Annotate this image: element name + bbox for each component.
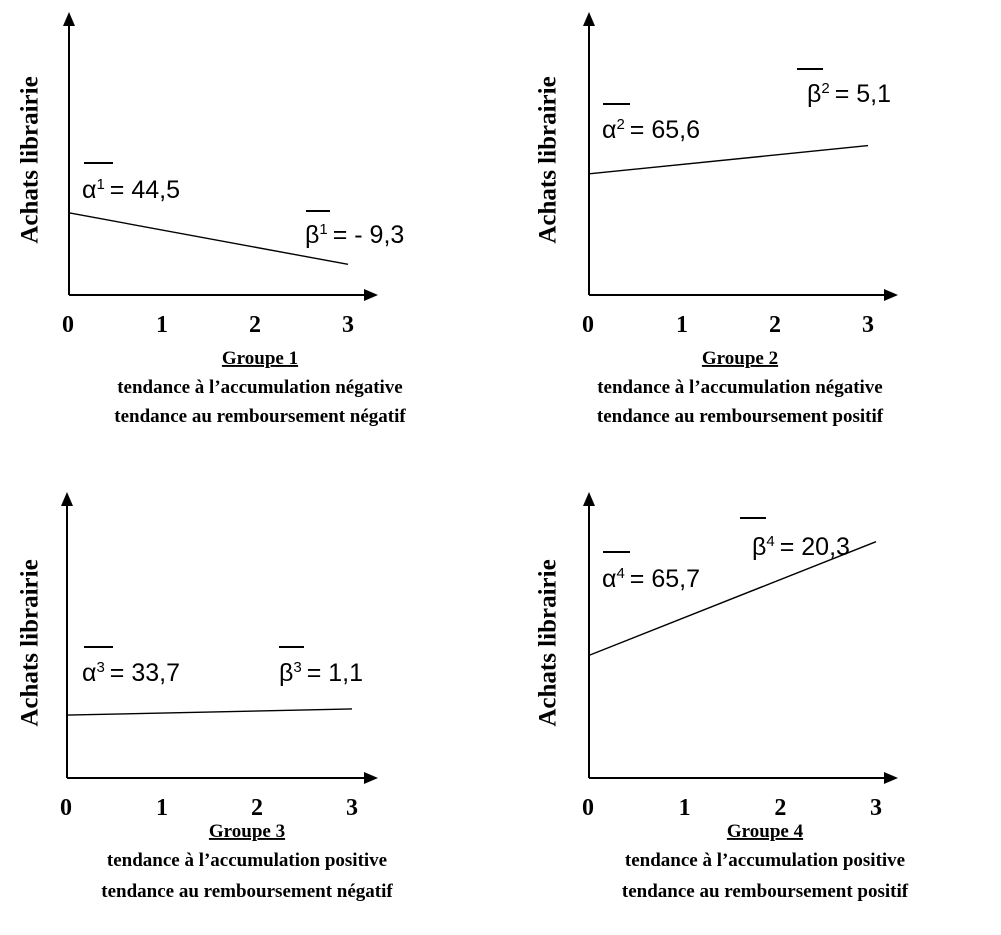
chart-panel-2: Achats librairie 0 1 2 3 α2 = 65,6 β2 = 5,1 Group… — [535, 12, 898, 427]
x-tick-label: 1 — [679, 795, 691, 821]
y-axis-arrow — [61, 492, 73, 506]
x-tick-label: 3 — [870, 795, 882, 821]
series-line — [588, 144, 869, 175]
y-axis-label: Achats librairie — [535, 76, 562, 243]
y-axis-arrow — [63, 12, 75, 26]
y-axis-arrow — [583, 12, 595, 26]
x-tick-label: 1 — [156, 795, 168, 821]
series-line — [588, 541, 877, 657]
y-axis-arrow — [583, 492, 595, 506]
y-axis-label: Achats librairie — [17, 76, 44, 243]
panel-description-line: tendance à l’accumulation positive — [107, 850, 387, 871]
panel-title: Groupe 1 — [222, 348, 298, 369]
series-line — [68, 212, 349, 266]
chart-panel-3: Achats librairie 0 1 2 3 α3 = 33,7 β3 = 1,1 Group… — [17, 492, 393, 902]
x-tick-label: 3 — [862, 312, 874, 338]
x-tick-label: 1 — [676, 312, 688, 338]
alpha-annotation: α1 = 44,5 — [82, 176, 180, 204]
panel-description-line: tendance au remboursement négatif — [101, 881, 393, 902]
x-tick-label: 0 — [62, 312, 74, 338]
panel-description-line: tendance au remboursement positif — [622, 881, 909, 902]
chart-panel-1: Achats librairie 0 1 2 3 α1 = 44,5 β1 = - 9,3 Gro… — [17, 12, 406, 427]
panel-description-line: tendance à l’accumulation négative — [597, 377, 883, 398]
x-axis-arrow — [364, 289, 378, 301]
panel-title: Groupe 3 — [209, 821, 285, 842]
x-tick-label: 2 — [249, 312, 261, 338]
x-axis-arrow — [884, 772, 898, 784]
panel-description-line: tendance au remboursement positif — [597, 406, 884, 427]
chart-panel-4: Achats librairie 0 1 2 3 α4 = 65,7 β4 = 20,3 Grou… — [535, 492, 909, 902]
x-tick-label: 2 — [774, 795, 786, 821]
panel-description-line: tendance à l’accumulation positive — [625, 850, 905, 871]
x-tick-label: 0 — [60, 795, 72, 821]
x-axis-arrow — [884, 289, 898, 301]
alpha-annotation: α4 = 65,7 — [602, 565, 700, 593]
beta-annotation: β4 = 20,3 — [752, 533, 850, 561]
x-tick-label: 2 — [251, 795, 263, 821]
beta-annotation: β2 = 5,1 — [807, 80, 891, 108]
x-tick-label: 2 — [769, 312, 781, 338]
alpha-annotation: α3 = 33,7 — [82, 659, 180, 687]
x-axis-arrow — [364, 772, 378, 784]
alpha-annotation: α2 = 65,6 — [602, 116, 700, 144]
panel-description-line: tendance à l’accumulation négative — [117, 377, 403, 398]
series-line — [66, 708, 353, 716]
beta-annotation: β3 = 1,1 — [279, 659, 363, 687]
x-tick-label: 3 — [342, 312, 354, 338]
x-tick-label: 1 — [156, 312, 168, 338]
panel-title: Groupe 2 — [702, 348, 778, 369]
y-axis-label: Achats librairie — [535, 559, 562, 726]
panel-title: Groupe 4 — [727, 821, 804, 842]
y-axis-label: Achats librairie — [17, 559, 44, 726]
x-tick-label: 0 — [582, 312, 594, 338]
x-tick-label: 0 — [582, 795, 594, 821]
panel-description-line: tendance au remboursement négatif — [114, 406, 406, 427]
x-tick-label: 3 — [346, 795, 358, 821]
beta-annotation: β1 = - 9,3 — [305, 221, 404, 249]
